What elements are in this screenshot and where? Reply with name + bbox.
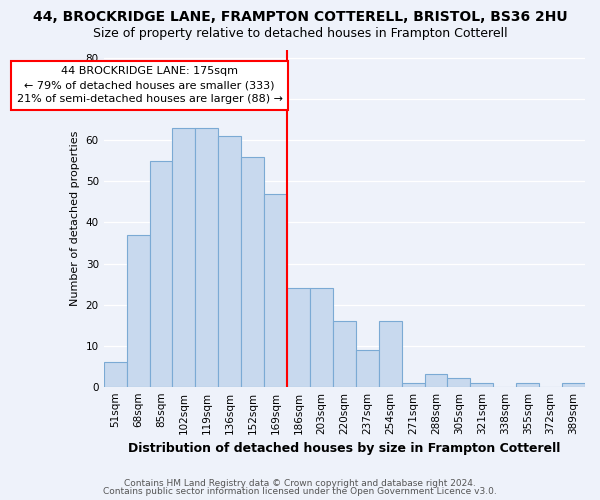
Bar <box>401 382 425 386</box>
Y-axis label: Number of detached properties: Number of detached properties <box>70 130 80 306</box>
Bar <box>425 374 448 386</box>
Bar <box>127 235 149 386</box>
Text: Size of property relative to detached houses in Frampton Cotterell: Size of property relative to detached ho… <box>92 28 508 40</box>
Bar <box>241 157 264 386</box>
Text: Contains public sector information licensed under the Open Government Licence v3: Contains public sector information licen… <box>103 487 497 496</box>
Bar <box>196 128 218 386</box>
Bar <box>470 382 493 386</box>
Bar <box>310 288 333 386</box>
Text: Contains HM Land Registry data © Crown copyright and database right 2024.: Contains HM Land Registry data © Crown c… <box>124 478 476 488</box>
Bar <box>218 136 241 386</box>
Bar <box>149 161 172 386</box>
Bar <box>333 321 356 386</box>
Text: 44 BROCKRIDGE LANE: 175sqm
← 79% of detached houses are smaller (333)
21% of sem: 44 BROCKRIDGE LANE: 175sqm ← 79% of deta… <box>17 66 283 104</box>
Bar <box>104 362 127 386</box>
Bar <box>379 321 401 386</box>
Bar <box>172 128 196 386</box>
X-axis label: Distribution of detached houses by size in Frampton Cotterell: Distribution of detached houses by size … <box>128 442 560 455</box>
Bar <box>448 378 470 386</box>
Bar <box>356 350 379 387</box>
Bar <box>562 382 585 386</box>
Bar <box>287 288 310 386</box>
Text: 44, BROCKRIDGE LANE, FRAMPTON COTTERELL, BRISTOL, BS36 2HU: 44, BROCKRIDGE LANE, FRAMPTON COTTERELL,… <box>32 10 568 24</box>
Bar <box>516 382 539 386</box>
Bar <box>264 194 287 386</box>
